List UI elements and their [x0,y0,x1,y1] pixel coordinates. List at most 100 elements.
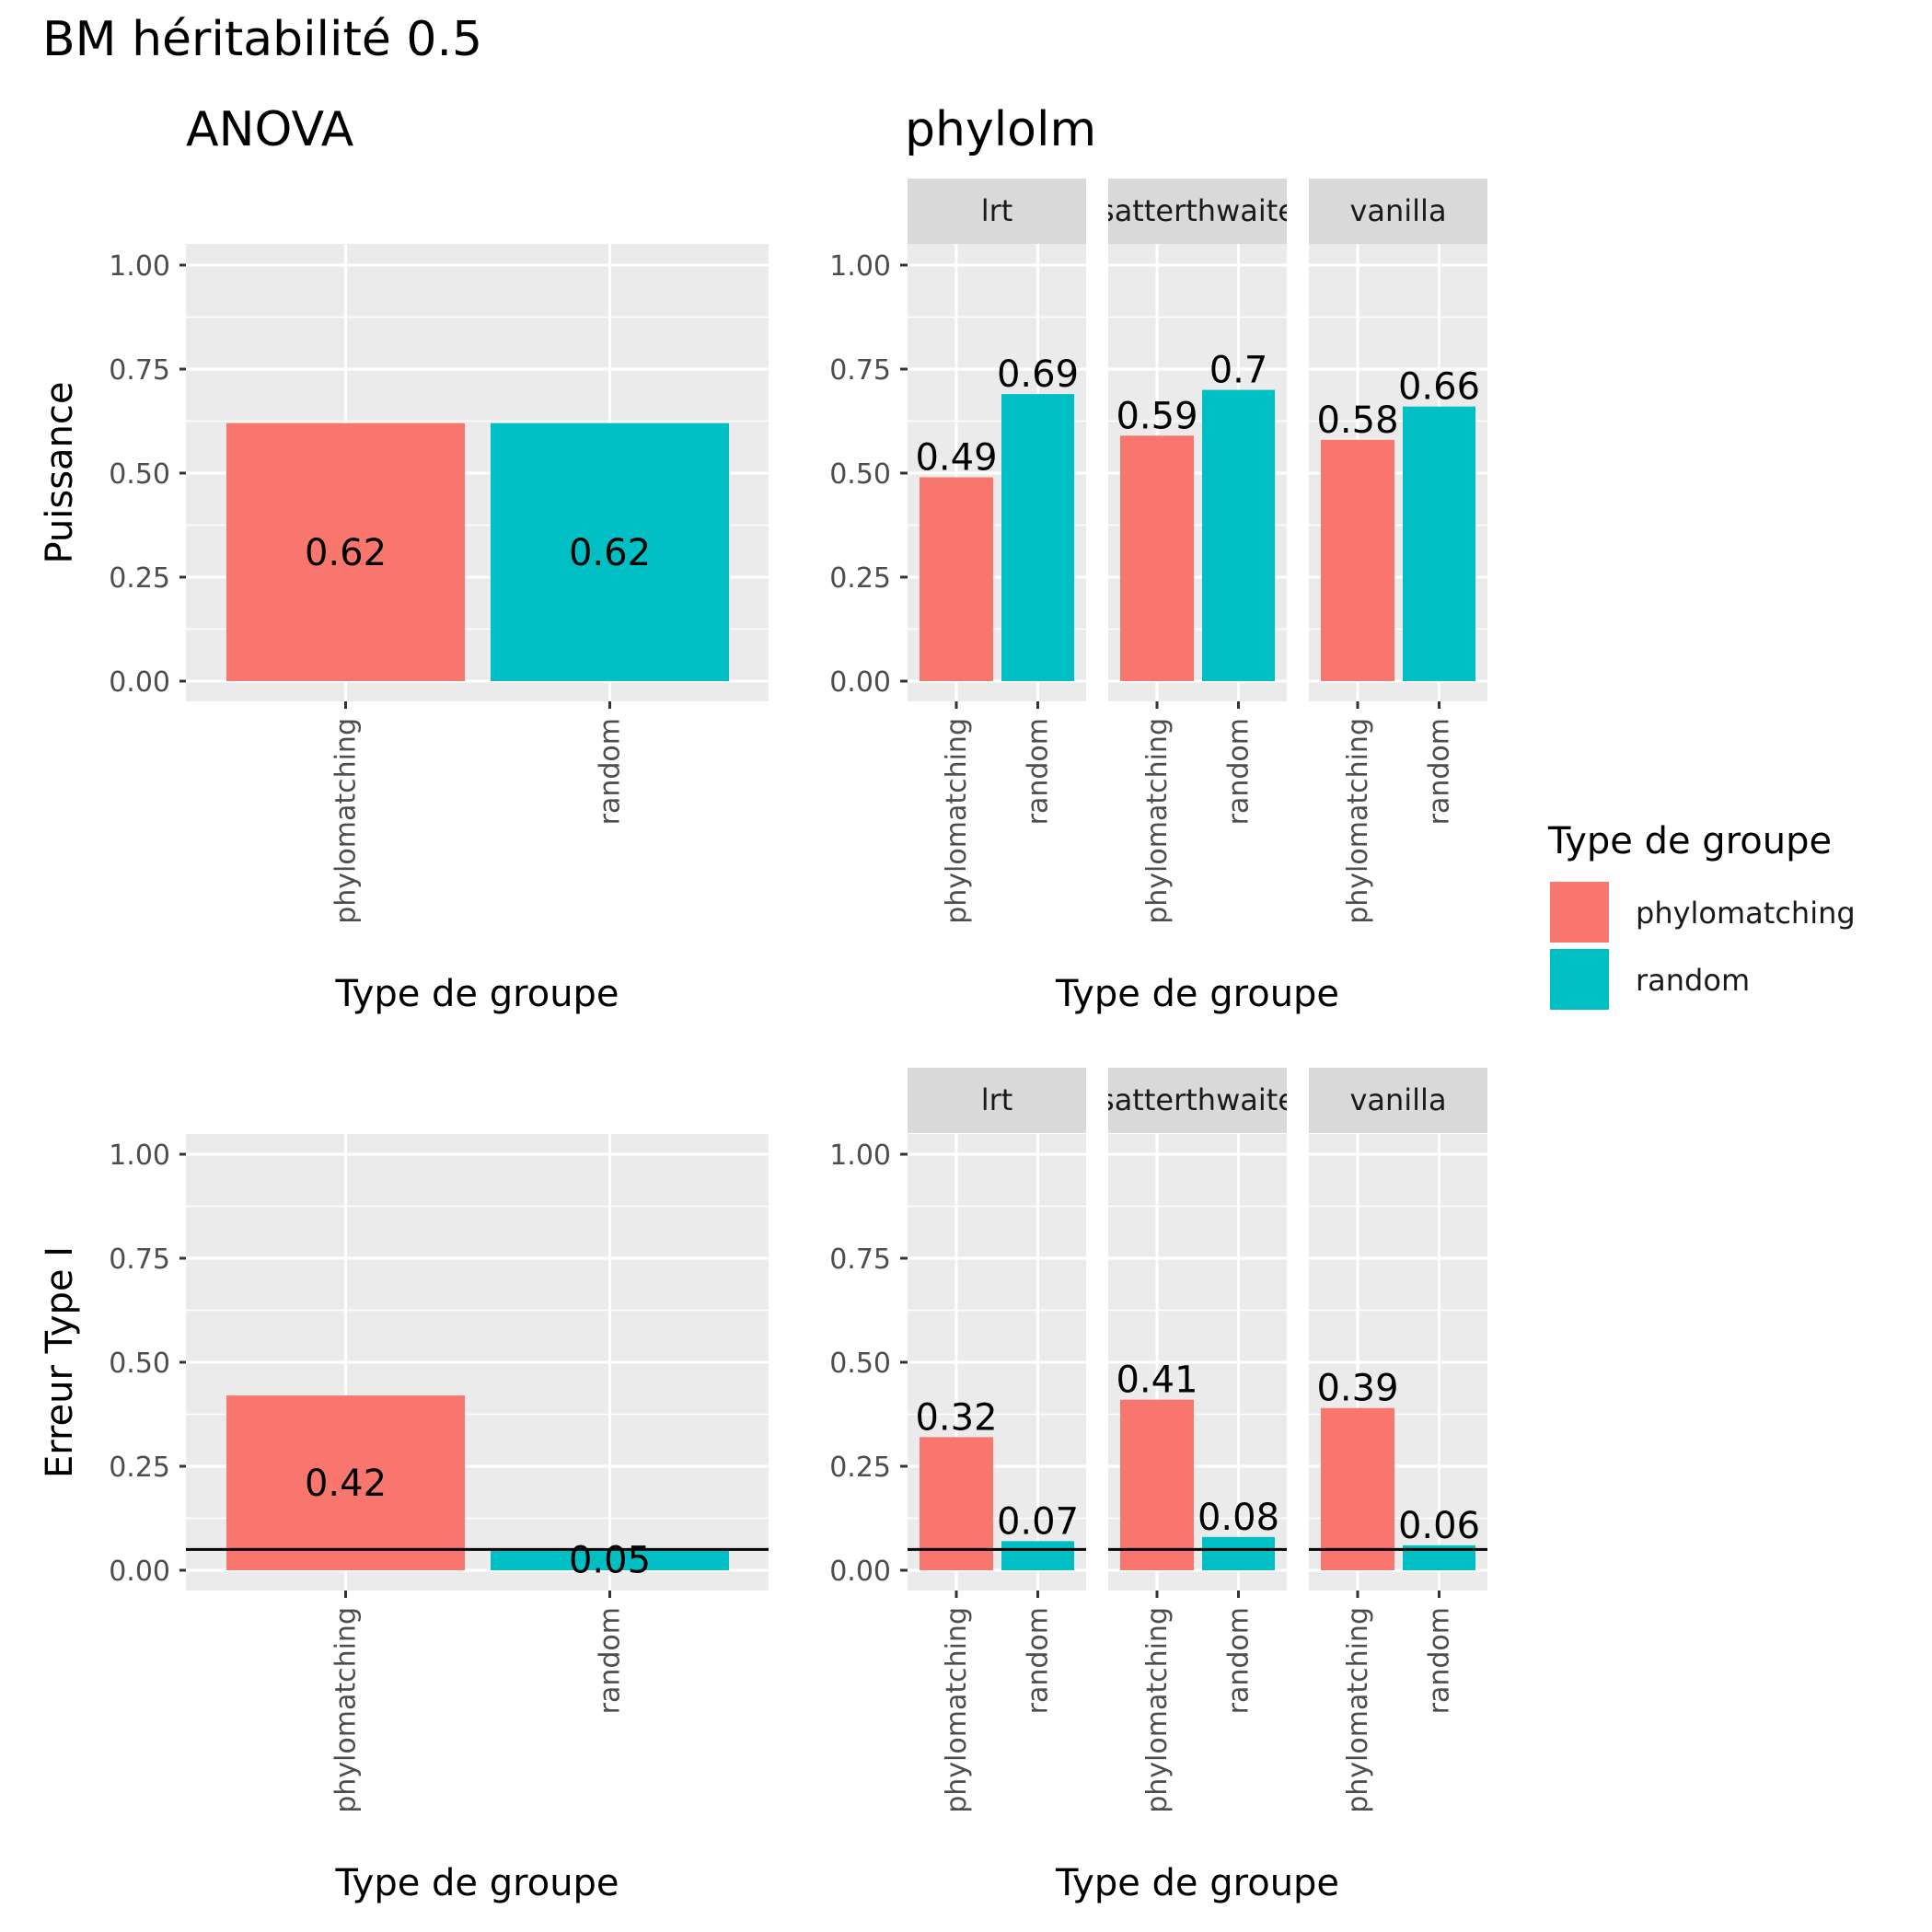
chart-panel: 0.59 0.7 satterthwaite phylomatching random T… [1055,179,1339,1015]
chart-panel: 0.580.66 vanilla phylomatching random [1309,179,1487,924]
y-tick-label: 0.25 [109,562,170,595]
x-axis-title: Type de groupe [334,1862,619,1904]
facet-strip-label: vanilla [1349,1082,1446,1117]
facet-strip-label: lrt [981,1082,1013,1117]
chart-panel: 0.32 0.07 lrt 0.00 0.25 0.50 0.75 1.00 phylomatc… [829,1068,1086,1813]
x-tick-label: phylomatching [330,1607,363,1813]
legend-title: Type de groupe [1547,820,1832,862]
y-tick-label: 0.50 [829,458,891,491]
x-tick-label: random [595,1607,627,1714]
value-label: 0.41 [1116,1359,1197,1402]
y-tick-label: 0.00 [109,666,170,699]
value-label: 0.32 [915,1396,997,1439]
y-tick-label: 0.75 [109,354,170,387]
value-label: 0.49 [915,437,997,480]
facet-strip-label: satterthwaite [1099,1082,1296,1117]
bar-random [1202,1536,1275,1570]
y-tick-label: 0.50 [109,458,170,491]
x-tick-label: phylomatching [1342,1607,1374,1813]
bar-random [1001,394,1074,681]
facet-strip [1309,1068,1487,1133]
bar-phylomatching [920,1437,993,1570]
legend-key-phylomatching [1550,882,1609,943]
value-label: 0.05 [569,1540,651,1582]
y-tick-label: 0.25 [109,1452,170,1484]
value-label: 0.08 [1197,1497,1279,1539]
x-tick-label: phylomatching [941,1607,973,1813]
x-tick-label: random [595,718,627,825]
value-label: 0.62 [569,532,651,574]
legend-label-phylomatching: phylomatching [1636,896,1856,931]
y-tick-label: 1.00 [109,250,170,283]
column-title-anova: ANOVA [186,102,354,157]
y-tick-label: 0.00 [829,666,891,699]
bar-phylomatching [1120,435,1194,681]
facet-strip-label: vanilla [1349,193,1446,228]
x-tick-label: phylomatching [1141,718,1174,924]
y-tick-label: 0.00 [109,1556,170,1588]
bar-phylomatching [226,1395,465,1570]
value-label: 0.07 [997,1500,1079,1543]
x-tick-label: random [1023,718,1055,825]
value-label: 0.69 [997,353,1079,396]
chart-panel: 0.62 0.62 0.00 0.25 0.50 0.75 1.00 phylomatchin… [39,244,769,1015]
value-label: 0.39 [1316,1368,1398,1410]
value-label: 0.62 [305,532,387,574]
y-tick-label: 0.75 [829,1244,891,1276]
figure-title: BM héritabilité 0.5 [42,12,482,67]
bar-phylomatching [1321,439,1394,681]
y-tick-label: 1.00 [829,250,891,283]
x-tick-label: random [1424,718,1456,825]
y-tick-label: 0.75 [829,354,891,387]
value-label: 0.66 [1398,366,1480,409]
facet-strip [908,179,1086,244]
chart-panel: 0.490.69 lrt 0.00 0.25 0.50 0.75 1.00 phylomatc… [829,179,1086,924]
y-tick-label: 0.50 [829,1348,891,1380]
x-tick-label: phylomatching [1141,1607,1174,1813]
x-tick-label: random [1223,718,1255,825]
chart-panel: 0.39 0.06 vanilla phylomatching random [1309,1068,1487,1813]
facet-strip-label: satterthwaite [1099,193,1296,228]
value-label: 0.06 [1398,1505,1480,1547]
bar-random [491,422,729,681]
bar-random [1403,406,1475,681]
value-label: 0.58 [1316,399,1398,442]
chart-panel: 0.42 0.05 0.00 0.25 0.50 0.75 1.00 phylomatchin… [39,1134,769,1904]
y-tick-label: 0.25 [829,1452,891,1484]
bar-phylomatching [226,422,465,681]
bar-random [491,1549,729,1570]
legend: Type de groupe phylomatching random [1547,820,1856,1012]
value-label: 0.7 [1209,350,1268,392]
chart-area: 0.62 0.62 0.00 0.25 0.50 0.75 1.00 phylomatchin… [39,179,1487,1904]
facet-strip [1108,1068,1287,1133]
chart-panel: 0.41 0.08 satterthwaite phylomatching random… [1055,1068,1339,1904]
y-axis-title: Puissance [39,381,81,563]
value-label: 0.42 [305,1463,387,1505]
x-tick-label: random [1424,1607,1456,1714]
y-tick-label: 0.25 [829,562,891,595]
x-axis-title: Type de groupe [334,973,619,1015]
y-axis-title: Erreur Type I [39,1246,81,1478]
x-tick-label: phylomatching [941,718,973,924]
x-tick-label: random [1223,1607,1255,1714]
legend-key-random [1550,949,1609,1010]
facet-strip [908,1068,1086,1133]
y-tick-label: 1.00 [109,1140,170,1172]
x-tick-label: phylomatching [330,718,363,924]
x-axis-title: Type de groupe [1055,1862,1339,1904]
y-tick-label: 0.75 [109,1244,170,1276]
facet-strip-label: lrt [981,193,1013,228]
x-axis-title: Type de groupe [1055,973,1339,1015]
bar-phylomatching [920,477,993,681]
y-tick-label: 1.00 [829,1140,891,1172]
x-tick-label: phylomatching [1342,718,1374,924]
facet-strip [1108,179,1287,244]
value-label: 0.59 [1116,395,1197,437]
legend-label-random: random [1636,963,1750,998]
bar-random [1202,389,1275,681]
bar-phylomatching [1321,1407,1394,1570]
column-title-phylolm: phylolm [905,102,1096,157]
facet-strip [1309,179,1487,244]
x-tick-label: random [1023,1607,1055,1714]
